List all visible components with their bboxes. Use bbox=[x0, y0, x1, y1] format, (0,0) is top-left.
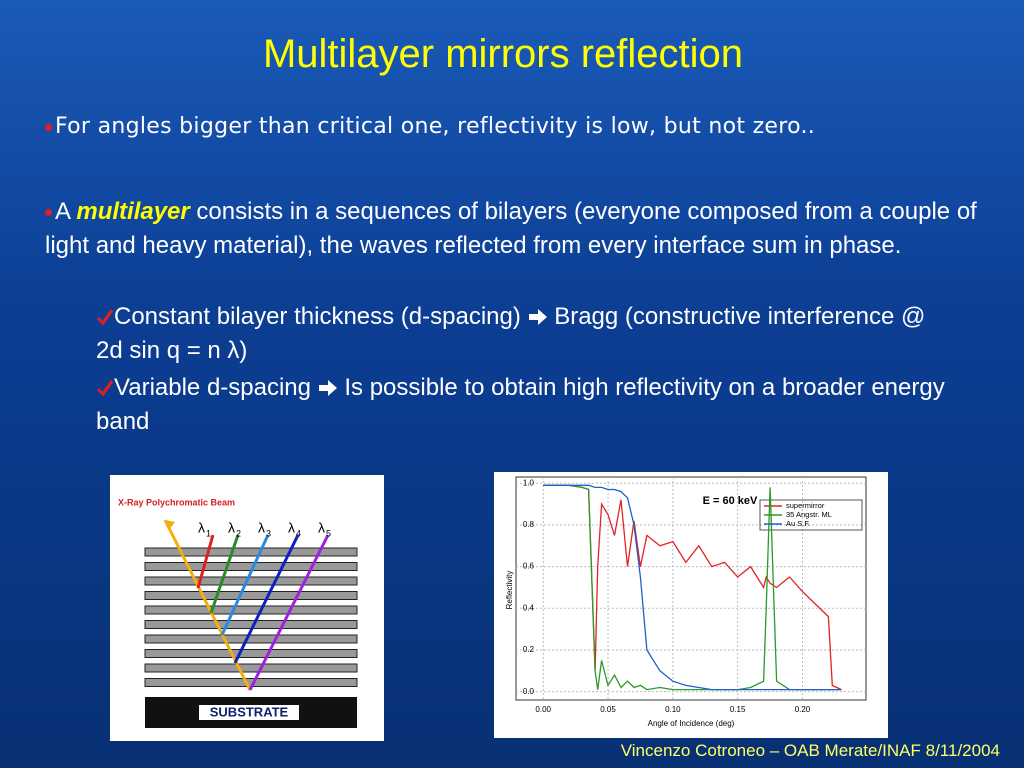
bullet-text: For angles bigger than critical one, ref… bbox=[55, 114, 816, 139]
bullet-text: consists in a sequences of bilayers (eve… bbox=[45, 198, 977, 259]
check-icon bbox=[96, 309, 114, 326]
y-tick-label: 0.8 bbox=[523, 520, 535, 529]
bullet-emphasis: multilayer bbox=[76, 198, 190, 225]
y-tick-label: 0.2 bbox=[523, 645, 535, 654]
wavelength-symbol: λ bbox=[318, 520, 325, 536]
series-line bbox=[543, 484, 842, 691]
y-tick-label: 0.6 bbox=[523, 562, 535, 571]
x-tick-label: 0.00 bbox=[535, 705, 551, 714]
y-tick-label: 1.0 bbox=[523, 478, 535, 487]
wavelength-index: 2 bbox=[236, 528, 241, 538]
legend-label: Au S.F. bbox=[786, 519, 810, 528]
wavelength-index: 3 bbox=[266, 528, 271, 538]
substrate-label: SUBSTRATE bbox=[210, 704, 289, 719]
layer bbox=[144, 649, 358, 658]
y-tick-label: 0.0 bbox=[523, 687, 535, 696]
layer bbox=[144, 663, 358, 673]
wavelength-index: 1 bbox=[206, 528, 211, 538]
x-axis-label: Angle of Incidence (deg) bbox=[648, 719, 735, 728]
y-tick-label: 0.4 bbox=[523, 603, 535, 612]
x-tick-label: 0.15 bbox=[730, 705, 746, 714]
sub-bullet: Variable d-spacing Is possible to obtain… bbox=[96, 371, 956, 439]
layer bbox=[144, 576, 358, 586]
sub-bullet: Constant bilayer thickness (d-spacing) B… bbox=[96, 300, 956, 368]
bullet: For angles bigger than critical one, ref… bbox=[45, 110, 965, 144]
reflectivity-chart: E = 60 keV Angle of Incidence (deg) Refl… bbox=[494, 472, 888, 738]
x-tick-label: 0.20 bbox=[795, 705, 811, 714]
bullet-text: A bbox=[55, 198, 77, 225]
wavelength-symbol: λ bbox=[198, 520, 205, 536]
layer bbox=[144, 634, 358, 644]
sub-bullet-text: Variable d-spacing bbox=[114, 374, 312, 401]
bullet-dot bbox=[45, 209, 52, 217]
y-axis-label: Reflectivity bbox=[505, 571, 514, 610]
sub-bullet-text: Is possible to obtain high reflectivity … bbox=[96, 374, 945, 435]
legend-label: 35 Angstr. ML bbox=[786, 510, 832, 519]
series-line bbox=[543, 484, 842, 691]
bullet: A multilayer consists in a sequences of … bbox=[45, 195, 985, 263]
layer bbox=[144, 547, 358, 557]
x-tick-label: 0.10 bbox=[665, 705, 681, 714]
wavelength-index: 4 bbox=[296, 528, 301, 538]
check-icon bbox=[96, 380, 114, 397]
x-tick-label: 0.05 bbox=[600, 705, 616, 714]
wavelength-symbol: λ bbox=[258, 520, 265, 536]
layer bbox=[144, 605, 358, 615]
wavelength-index: 5 bbox=[326, 528, 331, 538]
legend-box bbox=[759, 499, 863, 531]
chart-annotation: E = 60 keV bbox=[703, 495, 758, 507]
wavelength-symbol: λ bbox=[228, 520, 235, 536]
sub-bullet-text: Bragg (constructive interference @ 2d si… bbox=[96, 303, 926, 364]
layer bbox=[144, 591, 358, 600]
bullet-dot bbox=[45, 123, 52, 131]
legend-label: supermirror bbox=[786, 501, 825, 510]
arrow-icon bbox=[528, 309, 547, 325]
series-line bbox=[543, 484, 842, 691]
arrow-icon bbox=[318, 380, 337, 396]
beam-label: X-Ray Polychromatic Beam bbox=[118, 497, 235, 507]
slide-title: Multilayer mirrors reflection bbox=[262, 32, 744, 76]
wavelength-symbol: λ bbox=[288, 520, 295, 536]
sub-bullet-text: Constant bilayer thickness (d-spacing) bbox=[114, 303, 521, 330]
footer: Vincenzo Cotroneo – OAB Merate/INAF 8/11… bbox=[620, 741, 1000, 760]
